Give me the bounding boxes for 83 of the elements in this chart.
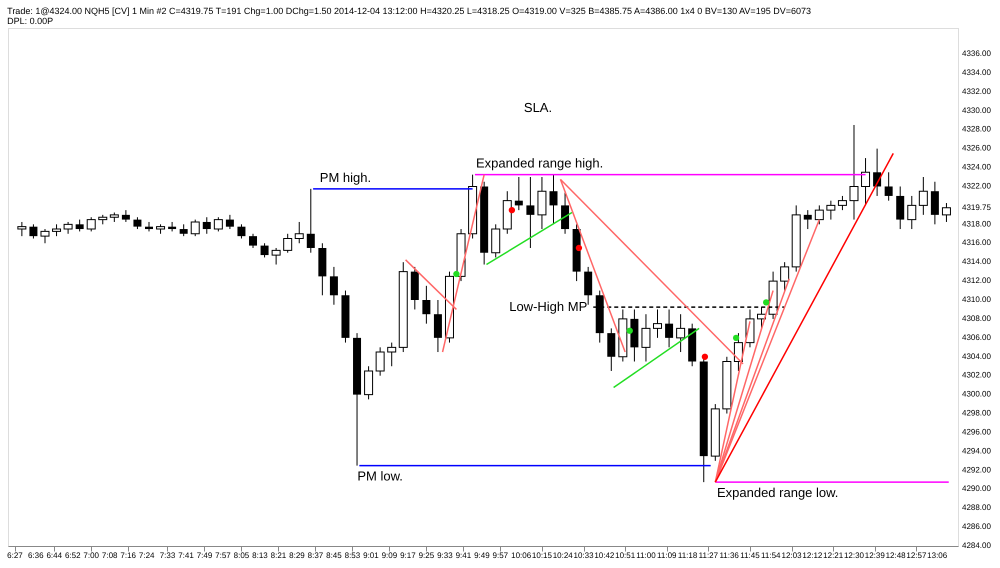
x-tick-label: 9:01 — [363, 551, 380, 560]
y-tick-label: 4296.00 — [962, 427, 992, 436]
x-tick-label: 10:15 — [532, 551, 552, 560]
x-tick-label: 8:21 — [270, 551, 287, 560]
x-tick-label: 12:21 — [823, 551, 844, 560]
x-tick-label: 7:08 — [102, 551, 118, 560]
x-tick-label: 8:13 — [252, 551, 268, 560]
x-tick-label: 12:03 — [782, 551, 802, 560]
y-tick-label: 4294.00 — [962, 446, 992, 456]
y-tick-label: 4326.00 — [962, 144, 992, 153]
x-tick-label: 9:33 — [437, 551, 454, 560]
x-tick-label: 7:41 — [178, 551, 194, 560]
y-tick-label: 4318.00 — [962, 219, 992, 228]
y-tick-label: 4330.00 — [962, 106, 992, 115]
x-tick-label: 9:17 — [400, 551, 416, 560]
x-tick-label: 9:25 — [418, 551, 435, 560]
y-tick-label: 4304.00 — [962, 352, 992, 361]
x-tick-label: 10:33 — [574, 551, 594, 560]
annotation: PM high. — [320, 170, 372, 185]
x-tick-label: 11:36 — [719, 551, 740, 560]
y-tick-label: 4308.00 — [962, 314, 992, 323]
x-tick-label: 12:48 — [886, 551, 906, 560]
y-tick-label: 4336.00 — [962, 49, 992, 58]
y-tick-label: 4319.75 — [962, 202, 992, 212]
x-tick-label: 12:39 — [864, 551, 886, 560]
y-tick-label: 4322.00 — [962, 181, 992, 190]
x-tick-label: 9:09 — [382, 551, 398, 560]
x-tick-label: 12:30 — [844, 551, 865, 560]
x-tick-label: 9:49 — [474, 551, 490, 560]
y-tick-label: 4292.00 — [962, 465, 992, 474]
x-tick-label: 13:06 — [927, 551, 948, 560]
x-tick-label: 8:37 — [308, 551, 324, 560]
x-tick-label: 7:49 — [196, 551, 213, 560]
x-tick-label: 10:24 — [552, 551, 574, 560]
y-tick-label: 4312.00 — [962, 276, 992, 286]
y-tick-label: 4306.00 — [962, 332, 992, 342]
chart-subtitle: DPL: 0.00P — [7, 16, 54, 26]
x-tick-label: 7:00 — [83, 551, 100, 560]
y-tick-label: 4314.00 — [962, 257, 992, 266]
x-tick-label: 11:09 — [657, 551, 678, 560]
x-tick-label: 8:45 — [326, 551, 342, 560]
x-tick-label: 7:33 — [160, 551, 176, 560]
x-tick-label: 11:54 — [761, 551, 782, 560]
annotation: Expanded range high. — [476, 156, 604, 171]
x-tick-label: 8:05 — [234, 551, 250, 560]
y-tick-label: 4288.00 — [962, 503, 992, 512]
y-tick-label: 4284.00 — [962, 541, 992, 550]
chart-title: Trade: 1@4324.00 NQH5 [CV] 1 Min #2 C=4319.75 T=191 Chg=1.00 DChg=1.50 2014-12-04 13:12:00 H=4320.25 L=4318.25 O=4319.00 V=325 B=4385.75 A=4386.00 1x4 0 BV=130 AV=195 DV=6073 — [7, 6, 811, 16]
x-tick-label: 7:24 — [138, 551, 156, 560]
y-tick-label: 4324.00 — [962, 162, 992, 172]
x-tick-label: 6:52 — [64, 551, 82, 560]
x-tick-label: 10:51 — [615, 551, 636, 560]
y-tick-label: 4332.00 — [962, 86, 992, 96]
y-tick-label: 4316.00 — [962, 238, 992, 248]
y-tick-label: 4298.00 — [962, 408, 992, 418]
x-tick-label: 12:57 — [906, 551, 927, 560]
x-tick-label: 10:06 — [511, 551, 532, 560]
annotation: Low-High MP — [509, 299, 588, 314]
y-tick-label: 4302.00 — [962, 370, 992, 380]
y-tick-label: 4300.00 — [962, 390, 992, 399]
x-tick-label: 11:00 — [636, 551, 656, 560]
annotation: Expanded range low. — [716, 485, 838, 500]
y-tick-label: 4310.00 — [962, 295, 992, 304]
x-tick-label: 9:57 — [492, 551, 509, 560]
y-tick-label: 4286.00 — [962, 522, 992, 532]
x-tick-label: 11:18 — [678, 551, 698, 560]
y-tick-label: 4328.00 — [962, 124, 992, 134]
x-tick-label: 7:57 — [215, 551, 232, 560]
annotation: SLA. — [524, 100, 552, 115]
x-tick-label: 8:29 — [289, 551, 306, 560]
x-tick-label: 11:27 — [698, 551, 719, 560]
y-tick-label: 4334.00 — [962, 68, 992, 77]
x-tick-label: 8:53 — [344, 551, 361, 560]
x-tick-label: 6:36 — [28, 551, 44, 560]
x-tick-label: 9:41 — [456, 551, 472, 560]
x-tick-label: 6:27 — [7, 551, 24, 560]
x-tick-label: 12:12 — [802, 551, 823, 560]
x-tick-label: 7:16 — [120, 551, 137, 560]
x-tick-label: 10:42 — [594, 551, 615, 560]
annotation: PM low. — [357, 468, 403, 484]
x-tick-label: 6:44 — [46, 551, 63, 560]
y-tick-label: 4290.00 — [962, 484, 992, 494]
x-tick-label: 11:45 — [740, 551, 760, 560]
